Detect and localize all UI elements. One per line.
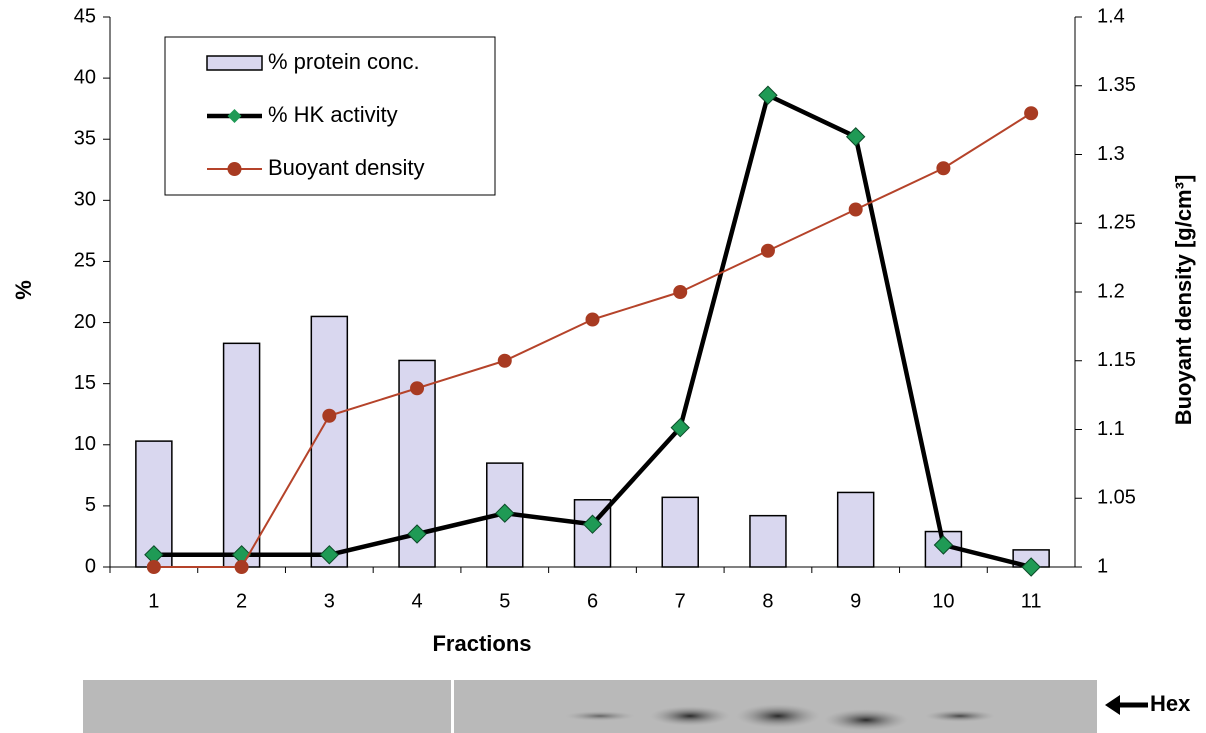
y-tick-label: 15 bbox=[74, 372, 96, 394]
marker bbox=[759, 86, 777, 104]
bar bbox=[224, 343, 260, 567]
page: % Buoyant density [g/cm³] Fractions Hex … bbox=[0, 0, 1206, 733]
y2-tick-label: 1 bbox=[1097, 555, 1108, 577]
y2-tick-label: 1.4 bbox=[1097, 5, 1125, 27]
y2-tick-label: 1.15 bbox=[1097, 349, 1136, 371]
x-tick-label: 8 bbox=[762, 590, 773, 612]
y-tick-label: 0 bbox=[85, 555, 96, 577]
y-tick-label: 40 bbox=[74, 66, 96, 88]
marker bbox=[1024, 106, 1038, 120]
legend-label: % HK activity bbox=[268, 102, 398, 127]
y2-tick-label: 1.05 bbox=[1097, 487, 1136, 509]
x-tick-label: 10 bbox=[932, 590, 954, 612]
bar bbox=[311, 316, 347, 567]
x-tick-label: 5 bbox=[499, 590, 510, 612]
marker bbox=[936, 161, 950, 175]
blot-label: Hex bbox=[1150, 691, 1191, 716]
x-tick-label: 7 bbox=[675, 590, 686, 612]
legend-swatch bbox=[207, 56, 262, 70]
x-tick-label: 3 bbox=[324, 590, 335, 612]
x-tick-label: 6 bbox=[587, 590, 598, 612]
y2-tick-label: 1.2 bbox=[1097, 280, 1125, 302]
x-tick-label: 1 bbox=[148, 590, 159, 612]
x-tick-label: 4 bbox=[411, 590, 422, 612]
bar bbox=[750, 516, 786, 567]
y-tick-label: 20 bbox=[74, 311, 96, 333]
marker bbox=[147, 560, 161, 574]
y-tick-label: 5 bbox=[85, 494, 96, 516]
marker bbox=[673, 285, 687, 299]
marker bbox=[498, 354, 512, 368]
legend-marker bbox=[228, 162, 242, 176]
y2-tick-label: 1.1 bbox=[1097, 418, 1125, 440]
marker bbox=[761, 244, 775, 258]
x-tick-label: 11 bbox=[1021, 590, 1042, 612]
y-axis-label: % bbox=[11, 280, 36, 300]
marker bbox=[322, 409, 336, 423]
bar bbox=[838, 492, 874, 567]
y2-tick-label: 1.3 bbox=[1097, 143, 1125, 165]
marker bbox=[847, 128, 865, 146]
y-tick-label: 10 bbox=[74, 433, 96, 455]
x-axis-label: Fractions bbox=[432, 631, 531, 656]
marker bbox=[410, 381, 424, 395]
x-tick-label: 9 bbox=[850, 590, 861, 612]
legend-label: Buoyant density bbox=[268, 155, 425, 180]
blot bbox=[83, 680, 1148, 733]
marker bbox=[849, 203, 863, 217]
y2-tick-label: 1.35 bbox=[1097, 74, 1136, 96]
bar bbox=[662, 497, 698, 567]
y-tick-label: 35 bbox=[74, 128, 96, 150]
y2-tick-label: 1.25 bbox=[1097, 212, 1136, 234]
y-tick-label: 30 bbox=[74, 189, 96, 211]
marker bbox=[235, 560, 249, 574]
y2-axis-label: Buoyant density [g/cm³] bbox=[1171, 175, 1196, 426]
y-tick-label: 25 bbox=[74, 250, 96, 272]
chart: % Buoyant density [g/cm³] Fractions Hex … bbox=[0, 0, 1206, 733]
y-tick-label: 45 bbox=[74, 5, 96, 27]
legend-label: % protein conc. bbox=[268, 49, 420, 74]
marker bbox=[586, 313, 600, 327]
x-tick-label: 2 bbox=[236, 590, 247, 612]
